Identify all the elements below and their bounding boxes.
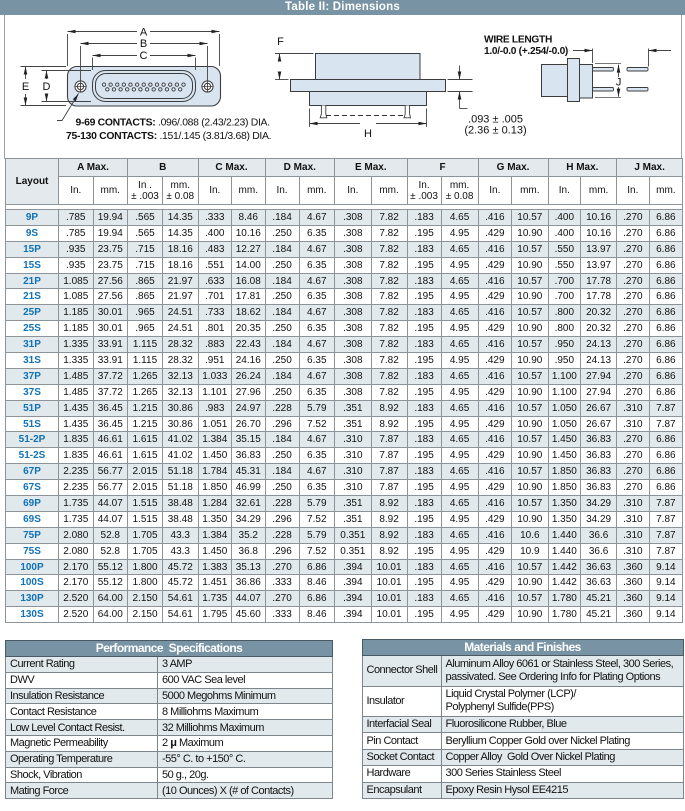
svg-text:J: J [616, 77, 622, 89]
svg-text:B: B [140, 38, 147, 50]
svg-text:.093 ± .005: .093 ± .005 [468, 114, 523, 126]
svg-text:(2.36 ± 0.13): (2.36 ± 0.13) [464, 125, 526, 137]
svg-text:D: D [43, 81, 51, 93]
svg-text:E: E [22, 81, 29, 93]
svg-text:9-69 CONTACTS: .096/.088 (2.43: 9-69 CONTACTS: .096/.088 (2.43/2.23) DIA… [76, 118, 270, 129]
svg-text:A: A [140, 26, 148, 38]
svg-text:75-130 CONTACTS: .151/.145 (3.: 75-130 CONTACTS: .151/.145 (3.81/3.68) D… [66, 131, 271, 142]
svg-text:C: C [140, 50, 148, 62]
svg-text:WIRE LENGTH: WIRE LENGTH [484, 35, 552, 46]
svg-text:H: H [364, 128, 372, 140]
svg-text:F: F [277, 36, 284, 48]
svg-text:1.0/-0.0 (+.254/-0.0): 1.0/-0.0 (+.254/-0.0) [484, 46, 568, 57]
